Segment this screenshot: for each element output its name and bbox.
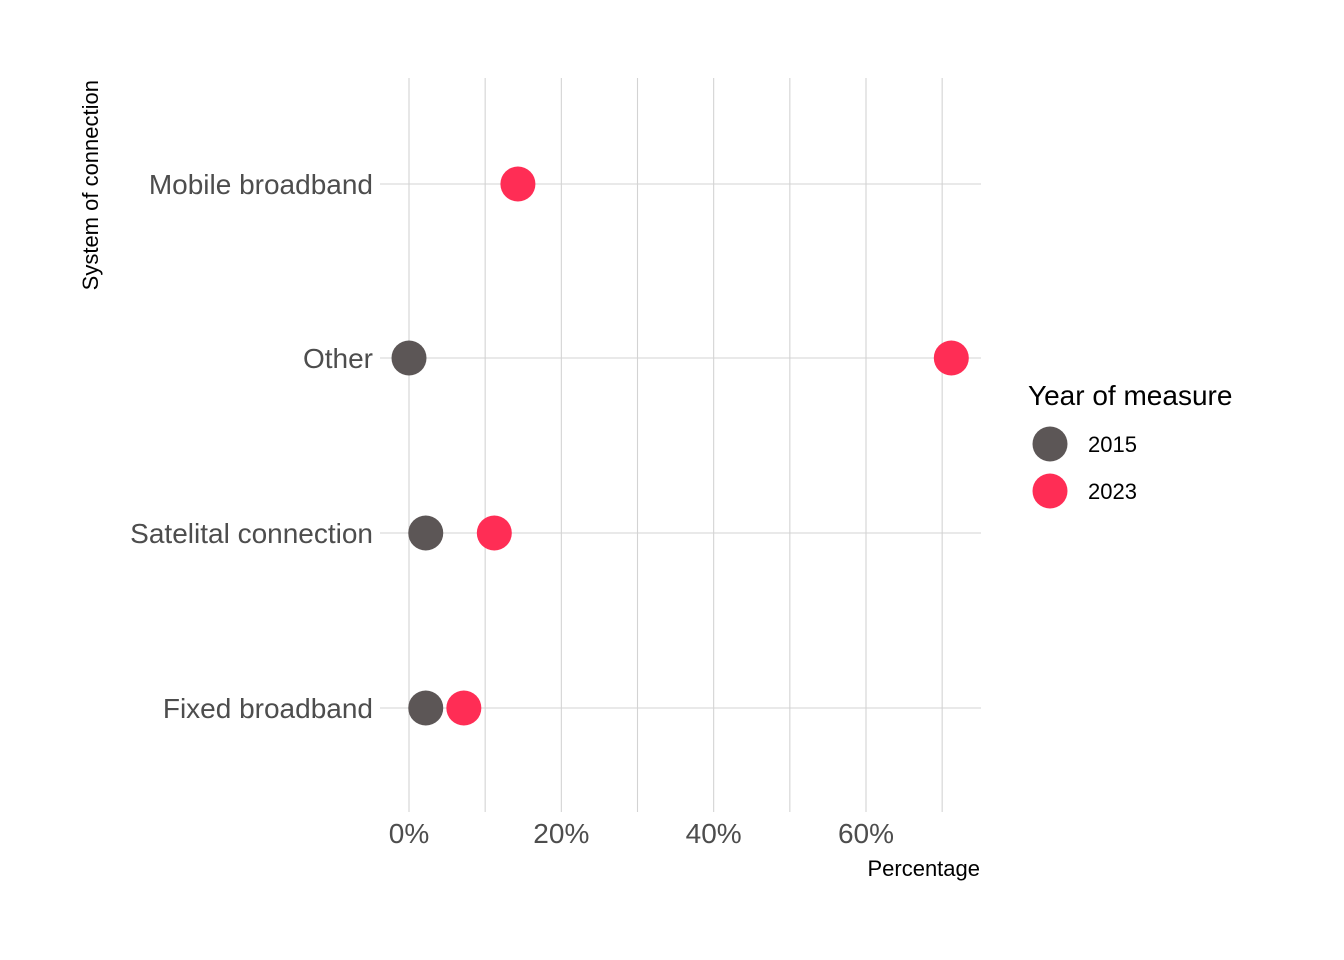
data-point-2023 [933,340,969,376]
y-axis-title: System of connection [78,80,103,290]
data-point-2015 [408,690,444,726]
data-point-2023 [500,166,536,202]
y-tick-label: Fixed broadband [163,693,373,724]
legend-key-2023 [1032,473,1068,509]
legend-key-2015 [1032,426,1068,462]
gridlines [380,78,981,812]
data-point-2023 [446,690,482,726]
legend-title: Year of measure [1028,380,1232,411]
y-tick-label: Mobile broadband [149,169,373,200]
data-point-2023 [476,515,512,551]
data-point-2015 [408,515,444,551]
y-tick-label: Other [303,343,373,374]
y-tick-label: Satelital connection [130,518,373,549]
x-axis-tick-labels: 0% 20% 40% 60% [389,818,894,849]
x-tick-label: 40% [686,818,742,849]
legend: Year of measure 2015 2023 [1028,380,1232,509]
data-point-2015 [391,340,427,376]
legend-label: 2015 [1088,432,1137,457]
y-axis-tick-labels: Fixed broadband Satelital connection Other… [130,169,373,724]
x-axis-title: Percentage [867,856,980,881]
x-tick-label: 20% [533,818,589,849]
legend-label: 2023 [1088,479,1137,504]
legend-entries: 2015 2023 [1032,426,1137,509]
x-tick-label: 0% [389,818,429,849]
x-tick-label: 60% [838,818,894,849]
data-points [391,166,969,726]
